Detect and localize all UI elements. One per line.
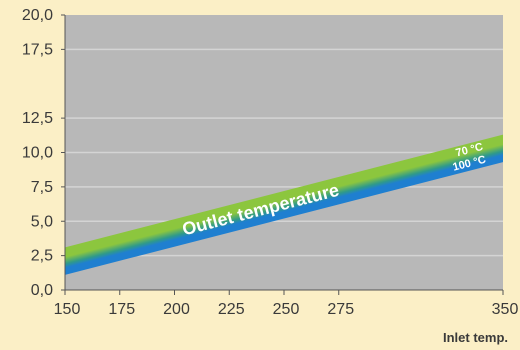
y-tick-label: 0,0 xyxy=(31,282,53,299)
y-tick-label: 10,0 xyxy=(22,145,53,162)
x-tick-label: 150 xyxy=(54,301,81,318)
x-tick-label: 175 xyxy=(108,301,135,318)
y-tick-label: 2,5 xyxy=(31,248,53,265)
x-tick-label: 200 xyxy=(163,301,190,318)
y-tick-label: 12,5 xyxy=(22,110,53,127)
y-tick-label: 20,0 xyxy=(22,7,53,24)
x-axis-title: Inlet temp. xyxy=(443,330,508,345)
x-tick-label: 250 xyxy=(273,301,300,318)
y-tick-label: 7,5 xyxy=(31,179,53,196)
x-tick-label: 225 xyxy=(218,301,245,318)
outlet-temperature-band xyxy=(65,134,503,275)
x-tick-label: 275 xyxy=(327,301,354,318)
x-tick-label: 350 xyxy=(492,301,519,318)
y-tick-label: 17,5 xyxy=(22,41,53,58)
ticks: 0,0 2,5 5,0 7,5 10,0 12,5 17,5 20,0 150 175 200 225… xyxy=(22,7,519,318)
y-tick-label: 5,0 xyxy=(31,213,53,230)
